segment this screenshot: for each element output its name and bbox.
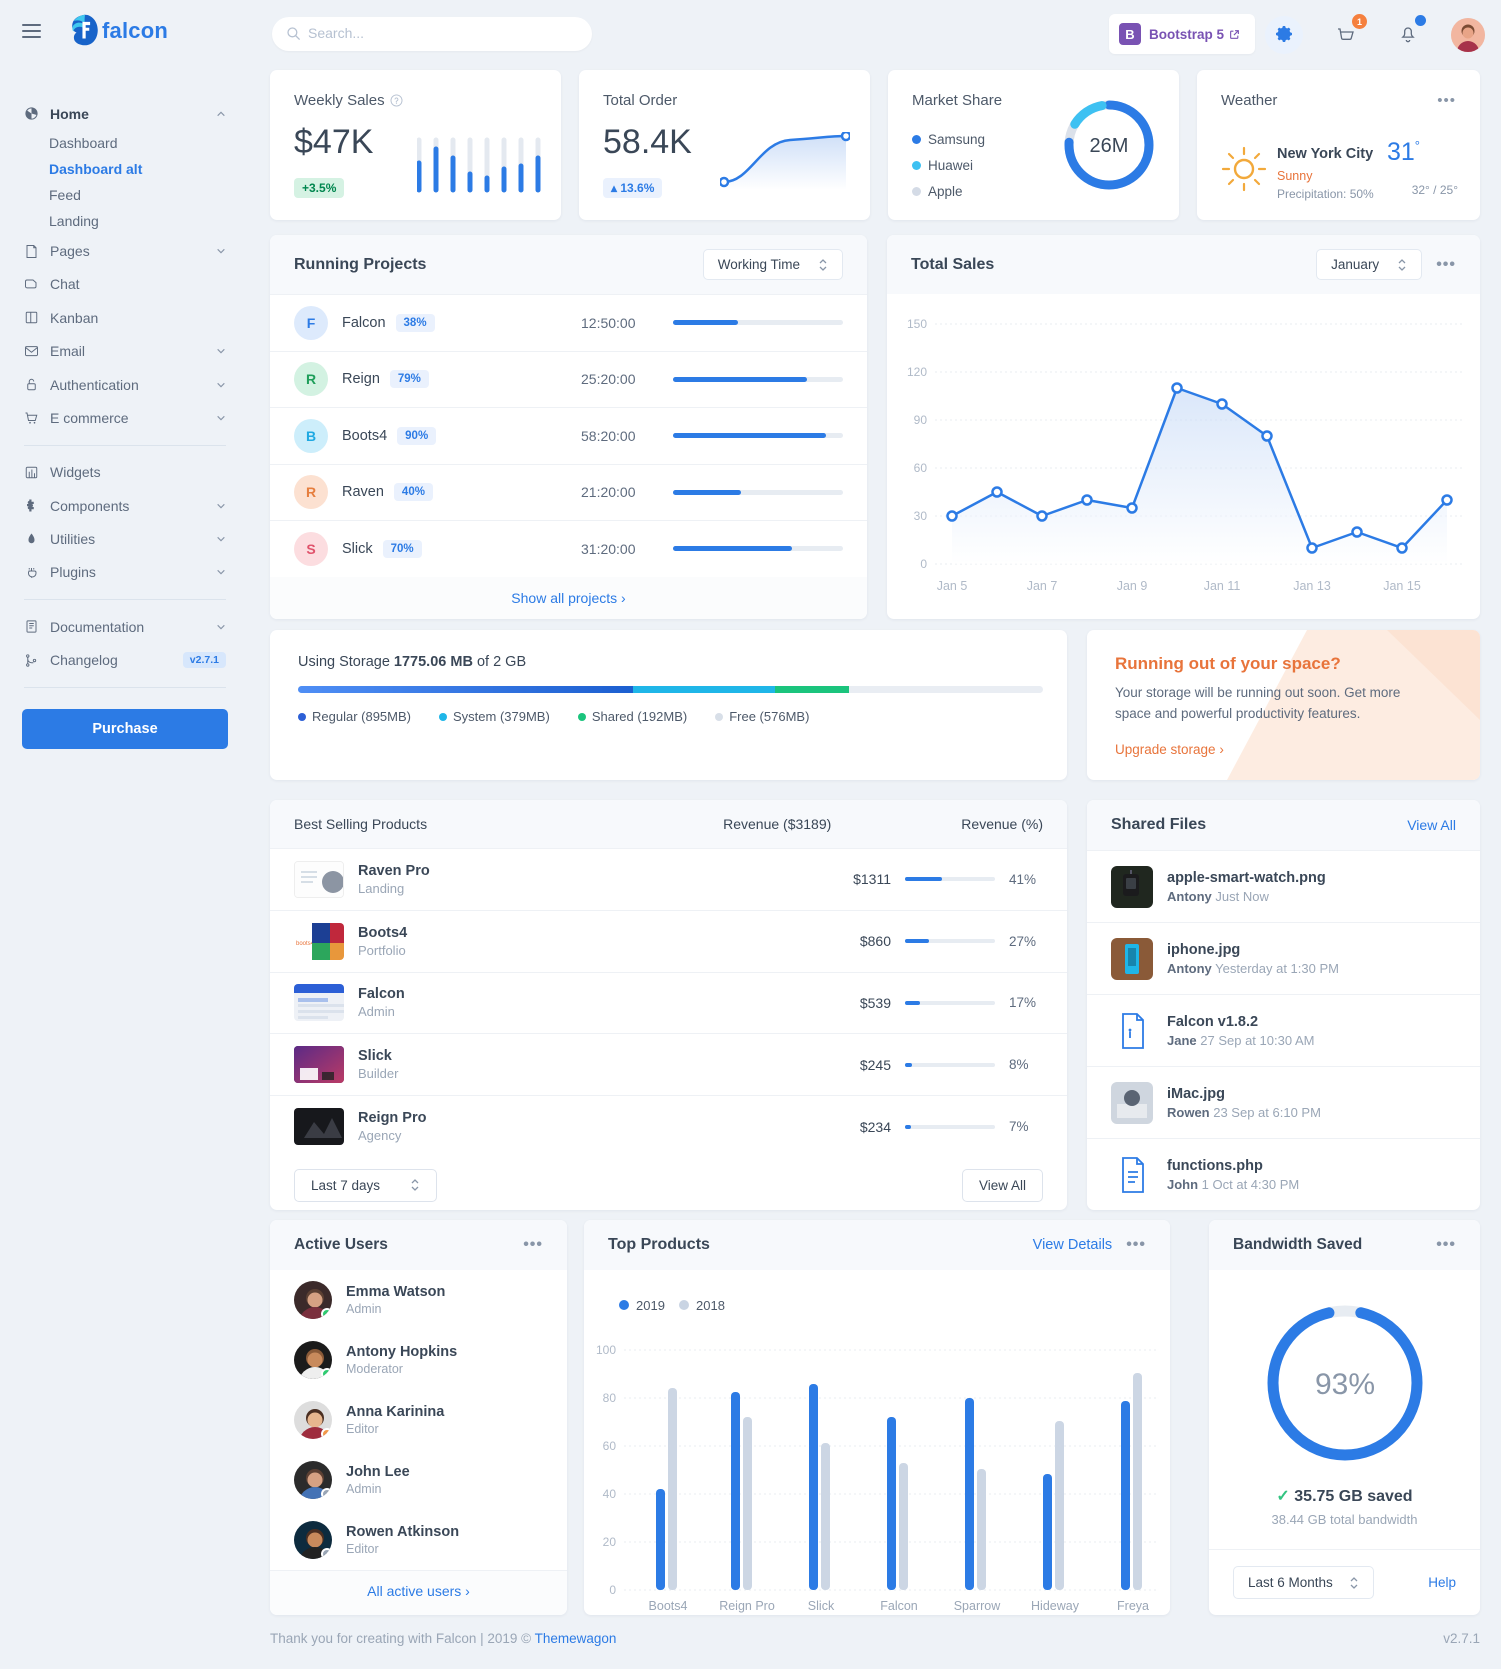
svg-text:Jan 13: Jan 13: [1293, 579, 1331, 593]
svg-text:120: 120: [907, 365, 927, 379]
svg-text:2019: 2019: [636, 1298, 665, 1313]
svg-text:26M: 26M: [1090, 135, 1129, 157]
svg-text:Falcon: Falcon: [880, 1599, 918, 1613]
svg-text:Jan 9: Jan 9: [1117, 579, 1148, 593]
svg-text:2018: 2018: [696, 1298, 725, 1313]
svg-text:90: 90: [914, 413, 928, 427]
svg-text:Jan 7: Jan 7: [1027, 579, 1058, 593]
svg-text:60: 60: [914, 461, 928, 475]
svg-text:80: 80: [603, 1391, 617, 1405]
svg-text:100: 100: [596, 1343, 616, 1357]
svg-text:20: 20: [603, 1535, 617, 1549]
svg-text:Slick: Slick: [808, 1599, 835, 1613]
svg-text:30: 30: [914, 509, 928, 523]
svg-text:Reign Pro: Reign Pro: [719, 1599, 775, 1613]
svg-text:93%: 93%: [1314, 1368, 1374, 1401]
svg-text:Sparrow: Sparrow: [954, 1599, 1002, 1613]
svg-text:boots4: boots4: [296, 941, 315, 947]
svg-text:Jan 15: Jan 15: [1383, 579, 1421, 593]
svg-text:Jan 11: Jan 11: [1204, 579, 1241, 593]
svg-text:40: 40: [603, 1487, 617, 1501]
svg-text:Freya: Freya: [1117, 1599, 1149, 1613]
svg-text:0: 0: [920, 557, 927, 571]
svg-text:Jan 5: Jan 5: [937, 579, 968, 593]
svg-text:Hideway: Hideway: [1031, 1599, 1080, 1613]
svg-text:Boots4: Boots4: [649, 1599, 688, 1613]
svg-text:60: 60: [603, 1439, 617, 1453]
svg-text:150: 150: [907, 317, 927, 331]
svg-text:0: 0: [609, 1583, 616, 1597]
